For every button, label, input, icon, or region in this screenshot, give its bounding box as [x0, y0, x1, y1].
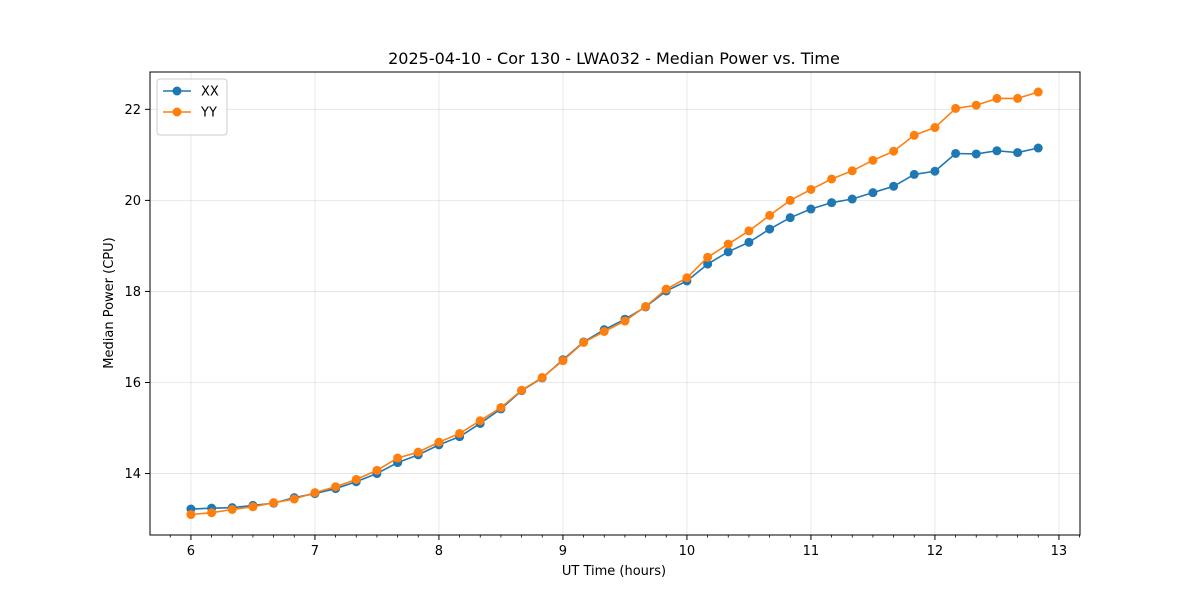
data-point-xx: [1013, 148, 1023, 158]
data-point-yy: [475, 416, 485, 426]
legend-label-xx: XX: [201, 85, 219, 100]
x-tick-label: 11: [803, 544, 820, 559]
data-point-xx: [1033, 143, 1043, 153]
y-tick-label: 20: [124, 194, 141, 209]
data-point-yy: [455, 428, 465, 438]
data-point-yy: [951, 103, 961, 113]
data-point-yy: [331, 482, 341, 492]
x-tick-label: 8: [435, 544, 443, 559]
data-point-yy: [599, 326, 609, 336]
data-point-yy: [1033, 87, 1043, 97]
data-point-yy: [661, 284, 671, 294]
data-point-xx: [827, 198, 837, 208]
data-point-xx: [744, 237, 754, 247]
data-point-yy: [517, 385, 527, 395]
data-point-yy: [765, 210, 775, 220]
data-point-yy: [558, 356, 568, 366]
data-point-xx: [785, 213, 795, 223]
x-tick-label: 10: [679, 544, 696, 559]
data-point-yy: [434, 437, 444, 447]
x-tick-label: 12: [927, 544, 944, 559]
x-tick-label: 13: [1051, 544, 1068, 559]
y-axis-label: Median Power (CPU): [102, 237, 117, 368]
data-point-yy: [207, 508, 217, 518]
data-point-yy: [537, 372, 547, 382]
data-point-yy: [971, 100, 981, 110]
data-point-yy: [868, 155, 878, 165]
data-point-yy: [620, 316, 630, 326]
x-axis-label: UT Time (hours): [562, 564, 666, 579]
data-point-yy: [269, 498, 279, 508]
data-point-yy: [909, 130, 919, 140]
data-point-yy: [1013, 93, 1023, 103]
data-point-yy: [186, 510, 196, 520]
data-point-xx: [765, 224, 775, 234]
chart-title: 2025-04-10 - Cor 130 - LWA032 - Median P…: [388, 49, 840, 68]
data-point-xx: [992, 146, 1002, 156]
data-point-xx: [847, 194, 857, 204]
data-point-xx: [806, 204, 816, 214]
axes: 6 7 8 9 10 11 12 13 14 16 18 20 22: [124, 71, 1081, 559]
y-tick-label: 18: [124, 285, 141, 300]
data-point-yy: [806, 184, 816, 194]
data-point-xx: [889, 181, 899, 191]
data-point-xx: [723, 247, 733, 257]
y-tick-label: 14: [124, 467, 141, 482]
legend: XX YY: [156, 78, 228, 136]
data-point-yy: [785, 195, 795, 205]
legend-label-yy: YY: [200, 106, 217, 121]
data-point-yy: [496, 403, 506, 413]
data-point-yy: [372, 465, 382, 475]
data-point-xx: [951, 148, 961, 158]
data-point-xx: [971, 149, 981, 159]
y-tick-label: 16: [124, 376, 141, 391]
data-point-yy: [827, 174, 837, 184]
data-point-yy: [227, 505, 237, 515]
legend-marker-xx: [172, 86, 182, 96]
data-point-xx: [909, 169, 919, 179]
data-point-yy: [413, 447, 423, 457]
data-point-yy: [703, 252, 713, 262]
grid: [150, 72, 1080, 535]
data-point-yy: [930, 123, 940, 133]
data-point-yy: [744, 226, 754, 236]
data-point-yy: [641, 301, 651, 311]
series-group: [186, 87, 1043, 520]
plot-frame: [149, 71, 1081, 536]
data-point-yy: [889, 146, 899, 156]
data-point-yy: [393, 453, 403, 463]
x-tick-label: 7: [311, 544, 319, 559]
data-point-yy: [992, 93, 1002, 103]
data-point-yy: [723, 239, 733, 249]
data-point-xx: [930, 166, 940, 176]
data-point-xx: [703, 259, 713, 269]
y-tick-label: 22: [124, 103, 141, 118]
data-point-xx: [868, 188, 878, 198]
x-tick-label: 9: [559, 544, 567, 559]
data-point-yy: [579, 337, 589, 347]
legend-marker-yy: [172, 107, 182, 117]
data-point-yy: [847, 166, 857, 176]
data-point-yy: [310, 488, 320, 498]
x-tick-label: 6: [187, 544, 195, 559]
data-point-yy: [248, 502, 258, 512]
series-yy: [186, 87, 1043, 520]
data-point-yy: [289, 494, 299, 504]
data-point-yy: [351, 474, 361, 484]
data-point-yy: [682, 273, 692, 283]
